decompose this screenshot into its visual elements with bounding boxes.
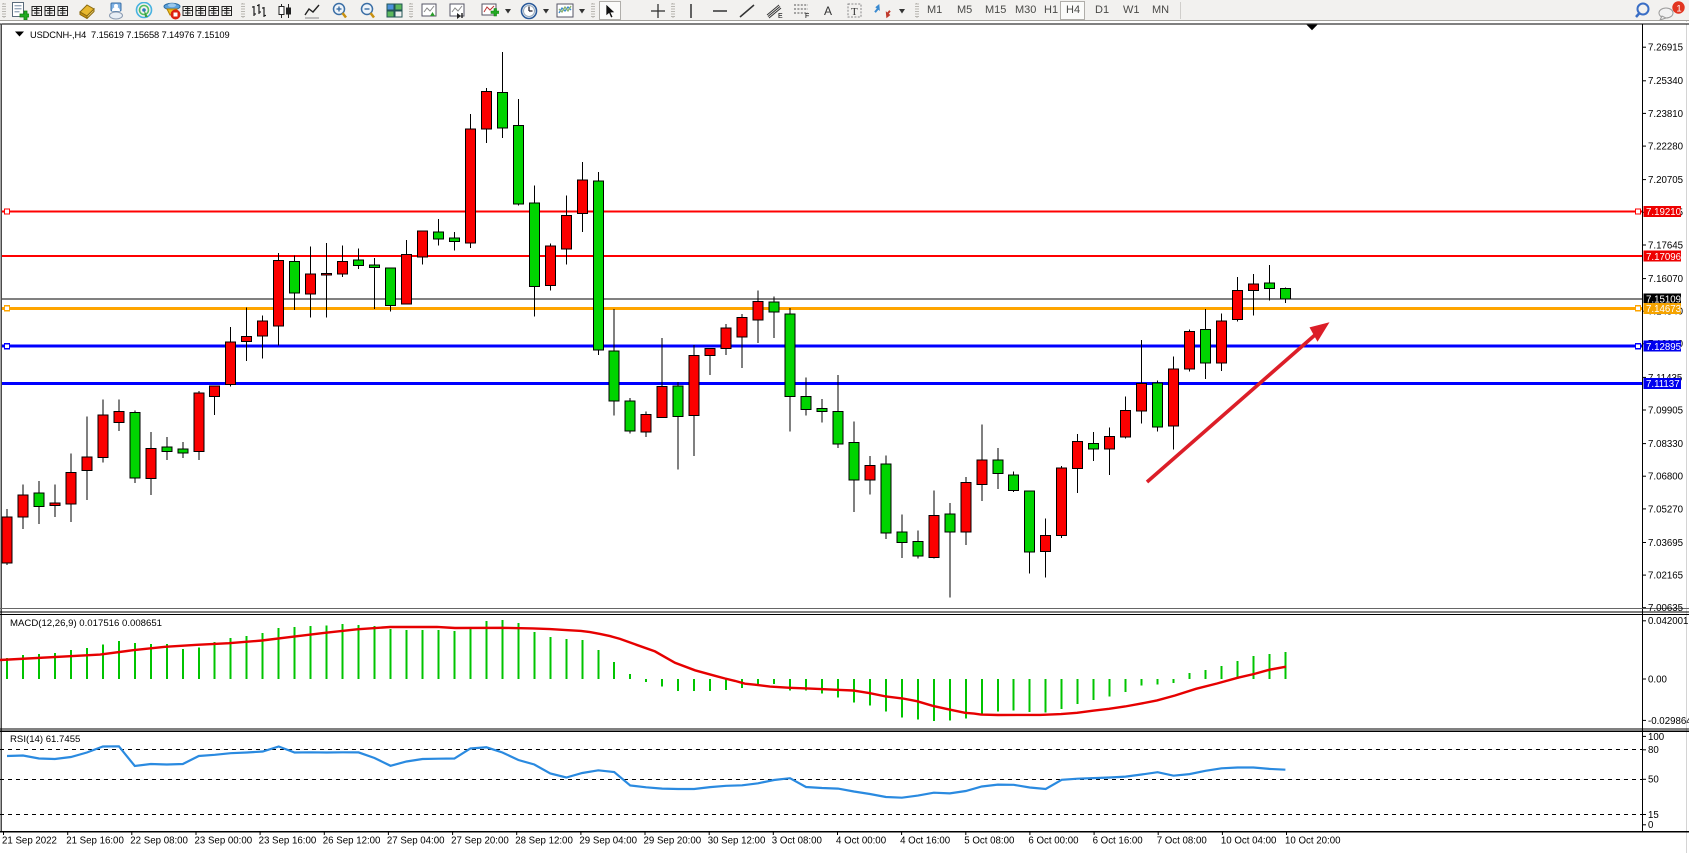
svg-text:15: 15 [1648,810,1659,821]
svg-text:7.20705: 7.20705 [1648,175,1683,186]
svg-text:7.05270: 7.05270 [1648,504,1684,515]
svg-text:7.25340: 7.25340 [1648,76,1684,87]
svg-text:6 Oct 00:00: 6 Oct 00:00 [1028,836,1079,847]
svg-text:T: T [851,6,858,18]
svg-text:7.23810: 7.23810 [1648,109,1684,120]
svg-text:7.14673: 7.14673 [1646,304,1681,315]
svg-text:22 Sep 08:00: 22 Sep 08:00 [130,836,188,847]
svg-text:7.19210: 7.19210 [1646,207,1682,218]
svg-text:23 Sep 00:00: 23 Sep 00:00 [195,836,253,847]
svg-text:27 Sep 20:00: 27 Sep 20:00 [451,836,509,847]
svg-text:7.00635: 7.00635 [1648,603,1683,614]
svg-text:7.06800: 7.06800 [1648,472,1684,483]
svg-text:F: F [805,13,809,19]
svg-text:80: 80 [1648,745,1659,756]
svg-text:7.17645: 7.17645 [1648,240,1683,251]
svg-text:7.15109: 7.15109 [1646,295,1681,306]
svg-text:0: 0 [1648,820,1654,831]
svg-text:26 Sep 12:00: 26 Sep 12:00 [323,836,381,847]
svg-text:21 Sep 16:00: 21 Sep 16:00 [66,836,124,847]
svg-text:7.26915: 7.26915 [1648,43,1683,54]
svg-text:4 Oct 16:00: 4 Oct 16:00 [900,836,951,847]
svg-text:7.02165: 7.02165 [1648,571,1683,582]
svg-text:7.12895: 7.12895 [1646,342,1681,353]
svg-text:0.042001: 0.042001 [1648,616,1688,627]
svg-text:7.03695: 7.03695 [1648,538,1683,549]
svg-text:7.09905: 7.09905 [1648,405,1683,416]
svg-text:-0.029864: -0.029864 [1648,716,1689,727]
svg-text:6 Oct 16:00: 6 Oct 16:00 [1093,836,1144,847]
svg-text:7.22280: 7.22280 [1648,142,1684,153]
svg-text:23 Sep 16:00: 23 Sep 16:00 [259,836,317,847]
svg-text:0.00: 0.00 [1648,674,1667,685]
svg-text:4 Oct 00:00: 4 Oct 00:00 [836,836,887,847]
svg-text:5 Oct 08:00: 5 Oct 08:00 [964,836,1015,847]
svg-text:7.16070: 7.16070 [1648,274,1684,285]
svg-text:29 Sep 20:00: 29 Sep 20:00 [644,836,702,847]
svg-text:50: 50 [1648,775,1659,786]
svg-text:7.17096: 7.17096 [1646,252,1681,263]
svg-text:3 Oct 08:00: 3 Oct 08:00 [772,836,823,847]
svg-text:28 Sep 12:00: 28 Sep 12:00 [515,836,573,847]
svg-text:10 Oct 04:00: 10 Oct 04:00 [1221,836,1277,847]
svg-text:RSI(14) 61.7455: RSI(14) 61.7455 [10,734,80,745]
svg-text:7.08330: 7.08330 [1648,439,1684,450]
svg-text:E: E [778,13,783,19]
svg-text:10 Oct 20:00: 10 Oct 20:00 [1285,836,1341,847]
svg-text:7 Oct 08:00: 7 Oct 08:00 [1157,836,1208,847]
svg-text:21 Sep 2022: 21 Sep 2022 [2,836,57,847]
svg-text:29 Sep 04:00: 29 Sep 04:00 [579,836,637,847]
svg-text:MACD(12,26,9) 0.017516 0.00865: MACD(12,26,9) 0.017516 0.008651 [10,618,162,629]
svg-text:USDCNH-,H4 7.15619 7.15658 7.: USDCNH-,H4 7.15619 7.15658 7.14976 7.151… [30,30,230,40]
svg-text:30 Sep 12:00: 30 Sep 12:00 [708,836,766,847]
svg-text:1: 1 [1676,3,1681,14]
svg-text:100: 100 [1648,732,1665,743]
svg-text:27 Sep 04:00: 27 Sep 04:00 [387,836,445,847]
svg-text:7.11137: 7.11137 [1646,379,1680,390]
